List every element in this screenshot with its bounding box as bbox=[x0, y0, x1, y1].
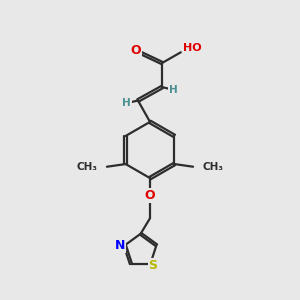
Text: S: S bbox=[148, 260, 158, 272]
Text: H: H bbox=[169, 85, 178, 95]
Text: O: O bbox=[130, 44, 141, 58]
Text: N: N bbox=[115, 239, 125, 252]
Text: CH₃: CH₃ bbox=[202, 162, 224, 172]
Text: CH₃: CH₃ bbox=[76, 162, 98, 172]
Text: HO: HO bbox=[183, 43, 202, 53]
Text: H: H bbox=[122, 98, 131, 108]
Text: O: O bbox=[145, 189, 155, 202]
